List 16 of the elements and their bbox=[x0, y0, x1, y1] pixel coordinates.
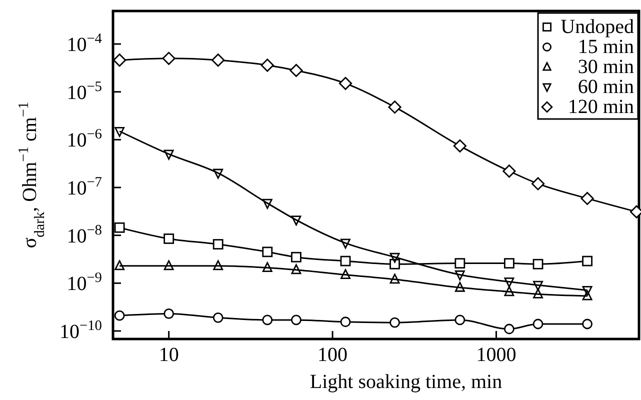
legend-label: 30 min bbox=[578, 56, 634, 78]
legend-label: 120 min bbox=[568, 96, 634, 118]
legend-label: 15 min bbox=[578, 36, 634, 58]
y-tick-label: 10$^{−9}$ bbox=[66, 270, 102, 296]
y-tick-label: 10$^{−7}$ bbox=[66, 174, 102, 200]
x-axis-title: Light soaking time, min bbox=[310, 371, 502, 393]
y-tick-label: 10$^{−6}$ bbox=[66, 126, 102, 152]
legend-label: 60 min bbox=[578, 76, 634, 98]
x-tick-label: 10 bbox=[158, 344, 179, 366]
legend-label: Undoped bbox=[560, 16, 634, 38]
y-tick-label: 10$^{−4}$ bbox=[66, 31, 102, 56]
x-tick-label: 1000 bbox=[476, 344, 516, 366]
x-tick-label: 100 bbox=[318, 344, 348, 366]
y-tick-label: 10$^{−8}$ bbox=[66, 222, 102, 248]
y-tick-label: 10$^{−5}$ bbox=[66, 78, 102, 104]
y-tick-label: 10$^{−10}$ bbox=[59, 318, 102, 343]
